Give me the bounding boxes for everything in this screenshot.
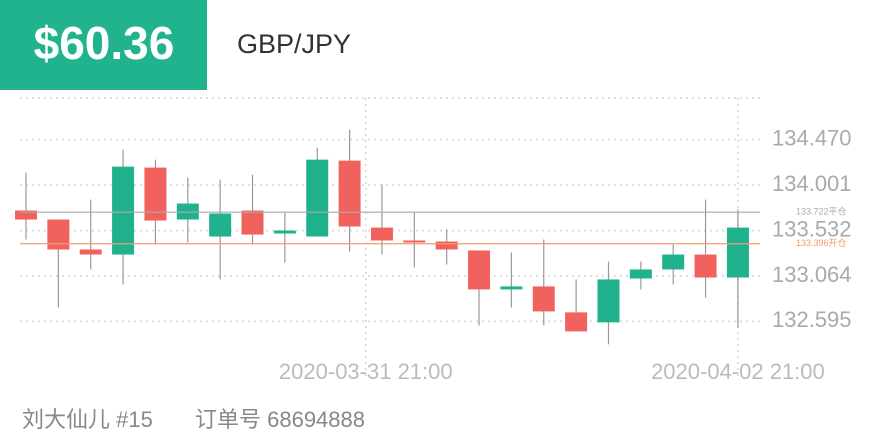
plot: 134.470 134.001 133.532 133.064 132.595 2020-… — [15, 97, 852, 384]
candle-body — [209, 213, 232, 237]
reference-label: 133.722平仓 — [796, 206, 847, 217]
candle-body — [726, 227, 749, 278]
candle-body — [112, 166, 135, 255]
candle-body — [532, 286, 555, 312]
y-tick-label: 133.532 — [772, 216, 852, 241]
candle-body — [629, 269, 652, 279]
candle-body — [241, 210, 264, 235]
x-tick-label: 2020-03-31 21:00 — [279, 359, 453, 384]
candle-body — [79, 249, 102, 255]
candle-body — [435, 241, 458, 250]
y-tick-label: 134.470 — [772, 125, 852, 150]
candle-body — [370, 227, 393, 241]
x-tick-label: 2020-04-02 21:00 — [651, 359, 825, 384]
candle-body — [273, 230, 296, 234]
candle-body — [597, 279, 620, 323]
candle-body — [144, 167, 167, 221]
y-tick-label: 133.064 — [772, 262, 852, 287]
candle-body — [403, 240, 426, 243]
candle-body — [306, 159, 329, 237]
candle-body — [338, 160, 361, 227]
candle-body — [15, 210, 37, 220]
reference-label: 133.396开仓 — [796, 237, 847, 248]
y-tick-label: 134.001 — [772, 171, 852, 196]
price: $60.36 — [34, 17, 175, 69]
price-badge — [0, 0, 207, 90]
candle-body — [468, 250, 491, 290]
candle-body — [694, 254, 717, 278]
y-tick-label: 132.595 — [772, 307, 852, 332]
candle-body — [47, 219, 70, 250]
candle-body — [500, 286, 523, 290]
candle-body — [565, 312, 588, 332]
order-number: 订单号 68694888 — [195, 407, 365, 432]
user: 刘大仙儿 #15 — [22, 407, 153, 432]
candle-body — [662, 254, 685, 270]
candle-body — [176, 203, 199, 220]
symbol: GBP/JPY — [237, 29, 351, 59]
